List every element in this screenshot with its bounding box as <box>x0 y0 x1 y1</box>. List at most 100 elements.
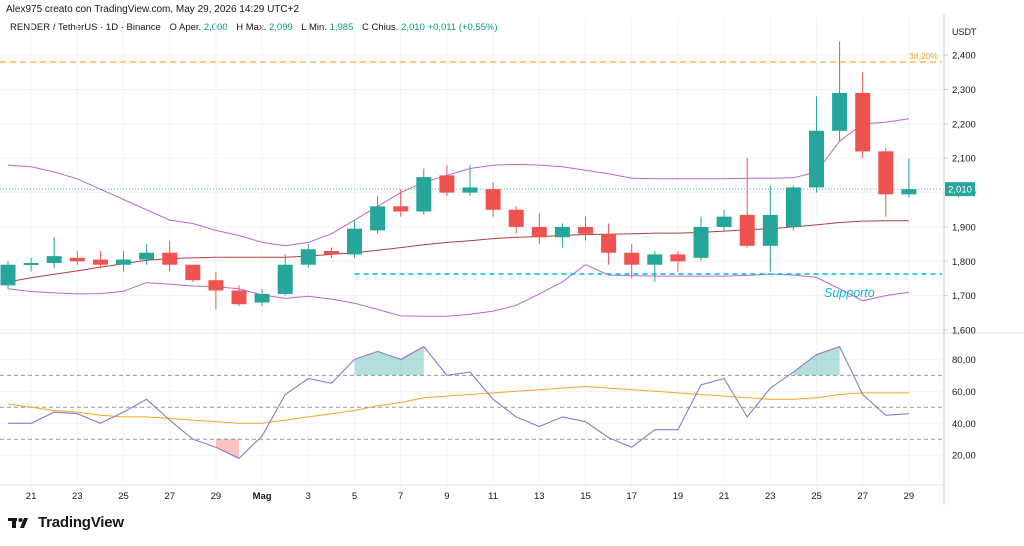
legend-open-text: Aper. <box>178 22 202 33</box>
last-price-badge <box>945 182 975 197</box>
legend-close-value: 2,010 <box>401 22 425 33</box>
legend-symbol: RENDER / TetherUS · 1D · Binance <box>10 22 161 33</box>
candle-body <box>46 256 62 264</box>
time-tick-label: 13 <box>534 491 545 502</box>
candle-body <box>554 226 570 238</box>
legend-open-label: O <box>169 22 177 33</box>
candle-body <box>809 130 824 188</box>
candle-body <box>416 177 432 212</box>
candle-body <box>208 280 224 291</box>
time-tick-label: 21 <box>26 491 37 502</box>
candle-body <box>693 226 709 258</box>
candle-body <box>762 214 778 246</box>
candles <box>0 41 917 310</box>
price-tick-label: 2,300 <box>952 85 976 96</box>
symbol-legend: RENDER / TetherUS · 1D · Binance O Aper.… <box>10 22 498 33</box>
candle-body <box>393 206 409 212</box>
time-tick-label: 17 <box>626 491 637 502</box>
support-label: Supporto <box>824 286 875 300</box>
last-price-label: 2,010 <box>948 185 972 196</box>
candle-body <box>23 263 39 266</box>
candle-body <box>901 189 917 195</box>
time-tick-label: 23 <box>765 491 776 502</box>
candle-body <box>832 92 848 131</box>
bollinger-upper-line <box>7 118 909 247</box>
legend-low-label: L <box>301 22 307 33</box>
price-tick-label: 2,200 <box>952 119 976 130</box>
candle-body <box>254 293 270 303</box>
candle-body <box>647 254 663 265</box>
rsi-overbought-fill <box>354 346 424 376</box>
candle-body <box>624 252 640 265</box>
price-tick-label: 1,900 <box>952 222 976 233</box>
rsi-pane <box>0 345 942 460</box>
grid-lines <box>0 18 944 484</box>
time-tick-label: 15 <box>580 491 591 502</box>
rsi-ma-line <box>7 385 909 424</box>
candle-body <box>370 206 386 231</box>
brand-name: TradingView <box>38 514 124 531</box>
price-tick-label: 1,700 <box>952 291 976 302</box>
candle-body <box>485 189 501 210</box>
legend-low-text: Min. <box>308 22 327 33</box>
time-tick-label: 27 <box>164 491 175 502</box>
legend-low-value: 1,985 <box>329 22 354 33</box>
candle-body <box>300 249 316 265</box>
candle-body <box>578 226 593 234</box>
candle-body <box>139 252 155 260</box>
candle-body <box>716 216 732 227</box>
time-tick-label: 23 <box>72 491 83 502</box>
chart-header: Alex975 creato con TradingView.com, May … <box>6 4 300 15</box>
time-tick-label: 19 <box>673 491 684 502</box>
candle-body <box>185 264 201 281</box>
legend-close-text: Chius. <box>371 22 399 33</box>
currency-label: USDT <box>952 27 977 37</box>
time-tick-label: Mag <box>253 491 272 502</box>
legend-change-value: +0,011 (+0,55%) <box>427 22 498 33</box>
candle-body <box>92 259 108 265</box>
candle-body <box>277 264 293 294</box>
legend-high-text: Max. <box>245 22 267 33</box>
price-tick-label: 1,600 <box>952 326 976 337</box>
candle-body <box>116 259 131 265</box>
candle-body <box>231 290 247 305</box>
price-tick-label: 2,100 <box>952 154 976 165</box>
candle-body <box>670 254 686 262</box>
candle-body <box>601 233 617 253</box>
candle-body <box>0 264 16 286</box>
legend-high-value: 2,099 <box>268 22 293 33</box>
legend-close-label: C <box>362 22 369 33</box>
time-tick-label: 25 <box>118 491 129 502</box>
candle-body <box>162 252 178 265</box>
time-tick-label: 27 <box>857 491 868 502</box>
axes: USDT2,4002,3002,2002,1002,0001,9001,8001… <box>0 14 1024 505</box>
time-tick-label: 29 <box>211 491 222 502</box>
bollinger-basis-line <box>7 220 909 283</box>
time-tick-label: 7 <box>398 491 403 502</box>
time-tick-label: 21 <box>719 491 730 502</box>
rsi-line <box>8 345 909 460</box>
time-tick-label: 29 <box>904 491 915 502</box>
rsi-overbought-fill <box>793 346 840 376</box>
candle-body <box>323 250 339 255</box>
time-tick-label: 25 <box>811 491 822 502</box>
chart-overlays: 38,20% Supporto <box>0 51 942 317</box>
rsi-tick-label: 60,00 <box>952 387 976 398</box>
time-tick-label: 9 <box>444 491 449 502</box>
legend-high-label: H <box>236 22 244 33</box>
rsi-tick-label: 80,00 <box>952 355 976 366</box>
rsi-oversold-fill <box>215 439 239 459</box>
tradingview-logo-icon <box>8 517 28 528</box>
time-tick-label: 11 <box>488 491 498 502</box>
price-tick-label: 1,800 <box>952 257 976 268</box>
candle-body <box>462 187 478 193</box>
candle-body <box>785 187 801 227</box>
tradingview-brand[interactable]: TradingView <box>8 514 124 531</box>
time-tick-label: 3 <box>306 491 311 502</box>
candle-body <box>531 226 547 238</box>
fib-level-label: 38,20% <box>909 51 938 61</box>
rsi-tick-label: 20,00 <box>952 451 976 462</box>
price-tick-label: 2,400 <box>952 51 976 62</box>
candle-body <box>739 214 755 246</box>
